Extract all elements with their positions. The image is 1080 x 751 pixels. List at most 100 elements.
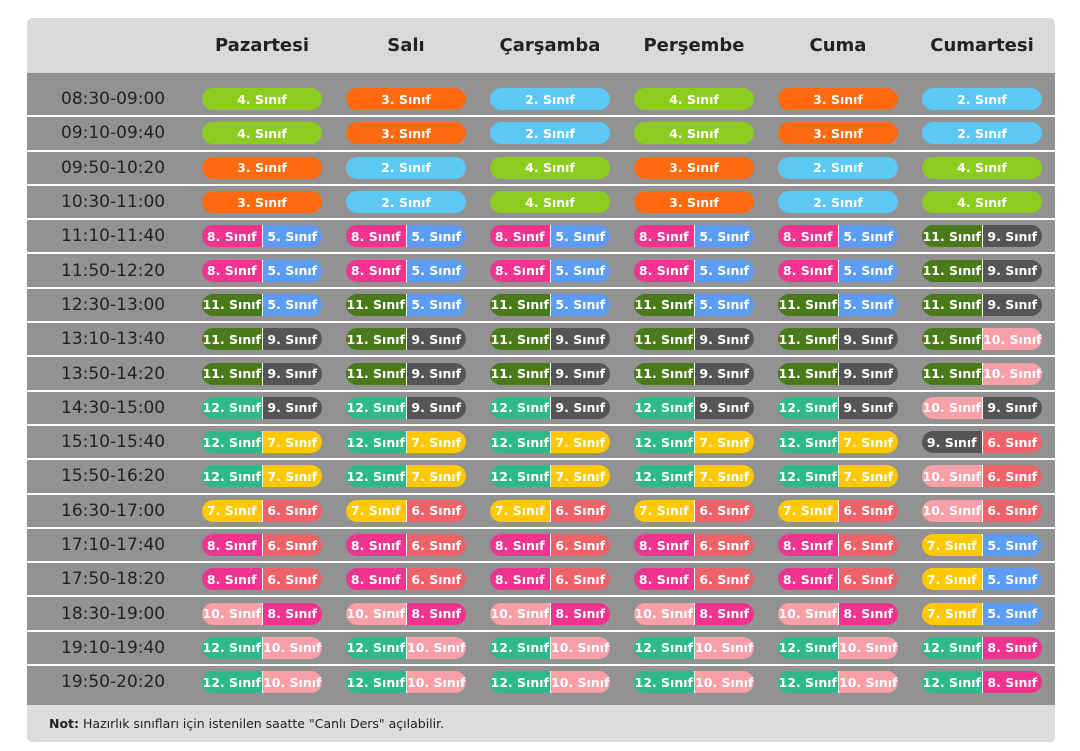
class-pill: 12. Sınıf 10. Sınıf [634, 671, 754, 694]
day-cell: 3. Sınıf [766, 88, 910, 111]
class-pill: 11. Sınıf 9. Sınıf [922, 225, 1042, 248]
class-label: 8. Sınıf [405, 602, 466, 625]
class-pill: 12. Sınıf 8. Sınıf [922, 671, 1042, 694]
time-slot: 11:10-11:40 [61, 226, 166, 247]
class-label: 11. Sınıf [634, 362, 694, 385]
class-pill: 8. Sınıf 5. Sınıf [490, 225, 610, 248]
day-cell: 12. Sınıf 7. Sınıf [334, 431, 478, 454]
class-pill: 11. Sınıf 5. Sınıf [634, 293, 754, 316]
day-cell: 8. Sınıf 6. Sınıf [334, 568, 478, 591]
class-label: 11. Sınıf [490, 293, 550, 316]
day-cell: 3. Sınıf [334, 88, 478, 111]
day-cell: 11. Sınıf 9. Sınıf [622, 328, 766, 351]
class-pill: 8. Sınıf 6. Sınıf [634, 534, 754, 556]
day-cell: 10. Sınıf 8. Sınıf [190, 602, 334, 625]
class-pill: 12. Sınıf 7. Sınıf [346, 465, 466, 488]
day-cell: 12. Sınıf 9. Sınıf [622, 396, 766, 419]
day-cell: 7. Sınıf 5. Sınıf [910, 568, 1054, 591]
day-cell: 8. Sınıf 5. Sınıf [478, 259, 622, 282]
class-pill: 3. Sınıf [346, 122, 466, 145]
class-label: 12. Sınıf [634, 396, 694, 419]
day-cell: 7. Sınıf 6. Sınıf [766, 499, 910, 522]
day-cell: 3. Sınıf [190, 156, 334, 179]
class-pill: 7. Sınıf 6. Sınıf [634, 499, 754, 522]
class-label: 3. Sınıf [202, 156, 322, 179]
class-label: 6. Sınıf [261, 534, 322, 556]
class-label: 6. Sınıf [549, 568, 610, 591]
class-label: 2. Sınıf [778, 156, 898, 179]
class-pill: 11. Sınıf 9. Sınıf [490, 328, 610, 351]
class-label: 12. Sınıf [490, 636, 550, 659]
class-label: 7. Sınıf [634, 499, 694, 522]
day-cell: 8. Sınıf 5. Sınıf [622, 259, 766, 282]
class-label: 10. Sınıf [346, 602, 406, 625]
class-label: 11. Sınıf [778, 362, 838, 385]
class-label: 4. Sınıf [634, 122, 754, 145]
class-label: 12. Sınıf [202, 636, 262, 659]
time-slot: 17:10-17:40 [61, 535, 166, 555]
day-cell: 2. Sınıf [334, 191, 478, 214]
class-label: 8. Sınıf [202, 534, 262, 556]
class-label: 10. Sınıf [981, 328, 1042, 351]
class-label: 12. Sınıf [202, 465, 262, 488]
day-cell: 12. Sınıf 7. Sınıf [766, 431, 910, 454]
class-label: 7. Sınıf [202, 499, 262, 522]
day-cell: 12. Sınıf 10. Sınıf [478, 671, 622, 694]
class-label: 10. Sınıf [693, 671, 754, 694]
class-label: 5. Sınıf [981, 534, 1042, 556]
time-slot: 09:10-09:40 [61, 123, 166, 144]
day-cell: 4. Sınıf [622, 88, 766, 111]
schedule-row: 09:50-10:20 3. Sınıf 2. Sınıf 4. Sınıf 3. Sı… [27, 152, 1055, 186]
day-cell: 12. Sınıf 9. Sınıf [334, 396, 478, 419]
class-label: 6. Sınıf [405, 534, 466, 556]
day-cell: 11. Sınıf 9. Sınıf [622, 362, 766, 385]
class-label: 5. Sınıf [405, 225, 466, 248]
class-pill: 12. Sınıf 7. Sınıf [202, 431, 322, 454]
day-cell: 11. Sınıf 5. Sınıf [766, 293, 910, 316]
class-label: 5. Sınıf [981, 602, 1042, 625]
day-header: Cuma [809, 35, 867, 56]
day-cell: 11. Sınıf 9. Sınıf [190, 362, 334, 385]
class-label: 12. Sınıf [346, 671, 406, 694]
day-cell: 10. Sınıf 8. Sınıf [766, 602, 910, 625]
class-pill: 4. Sınıf [202, 88, 322, 111]
class-label: 12. Sınıf [634, 431, 694, 454]
schedule-row: 10:30-11:00 3. Sınıf 2. Sınıf 4. Sınıf 3. Sı… [27, 186, 1055, 221]
class-label: 9. Sınıf [405, 396, 466, 419]
class-pill: 10. Sınıf 6. Sınıf [922, 465, 1042, 488]
class-label: 9. Sınıf [981, 396, 1042, 419]
class-pill: 3. Sınıf [778, 88, 898, 111]
day-header: Perşembe [643, 35, 745, 56]
class-pill: 12. Sınıf 10. Sınıf [346, 636, 466, 659]
class-label: 8. Sınıf [837, 602, 898, 625]
class-label: 9. Sınıf [549, 362, 610, 385]
class-pill: 12. Sınıf 9. Sınıf [202, 396, 322, 419]
class-pill: 3. Sınıf [202, 156, 322, 179]
schedule-row: 14:30-15:00 12. Sınıf 9. Sınıf 12. Sınıf 9. … [27, 392, 1055, 426]
class-pill: 12. Sınıf 9. Sınıf [490, 396, 610, 419]
day-cell: 2. Sınıf [478, 88, 622, 111]
class-label: 12. Sınıf [490, 465, 550, 488]
class-label: 8. Sınıf [346, 259, 406, 282]
class-pill: 2. Sınıf [922, 122, 1042, 145]
day-cell: 4. Sınıf [478, 156, 622, 179]
class-label: 12. Sınıf [490, 431, 550, 454]
class-label: 11. Sınıf [922, 362, 982, 385]
class-label: 4. Sınıf [202, 122, 322, 145]
day-cell: 8. Sınıf 6. Sınıf [622, 568, 766, 591]
day-cell: 3. Sınıf [622, 191, 766, 214]
class-pill: 11. Sınıf 9. Sınıf [778, 362, 898, 385]
class-pill: 2. Sınıf [922, 88, 1042, 111]
class-label: 9. Sınıf [261, 362, 322, 385]
class-pill: 8. Sınıf 5. Sınıf [202, 259, 322, 282]
day-cell: 7. Sınıf 6. Sınıf [478, 499, 622, 522]
class-label: 11. Sınıf [490, 362, 550, 385]
class-label: 9. Sınıf [981, 225, 1042, 248]
class-label: 2. Sınıf [490, 122, 610, 145]
class-label: 11. Sınıf [202, 293, 262, 316]
day-cell: 2. Sınıf [478, 122, 622, 145]
class-label: 8. Sınıf [778, 225, 838, 248]
class-label: 8. Sınıf [981, 636, 1042, 659]
class-label: 11. Sınıf [346, 293, 406, 316]
class-pill: 11. Sınıf 10. Sınıf [922, 328, 1042, 351]
